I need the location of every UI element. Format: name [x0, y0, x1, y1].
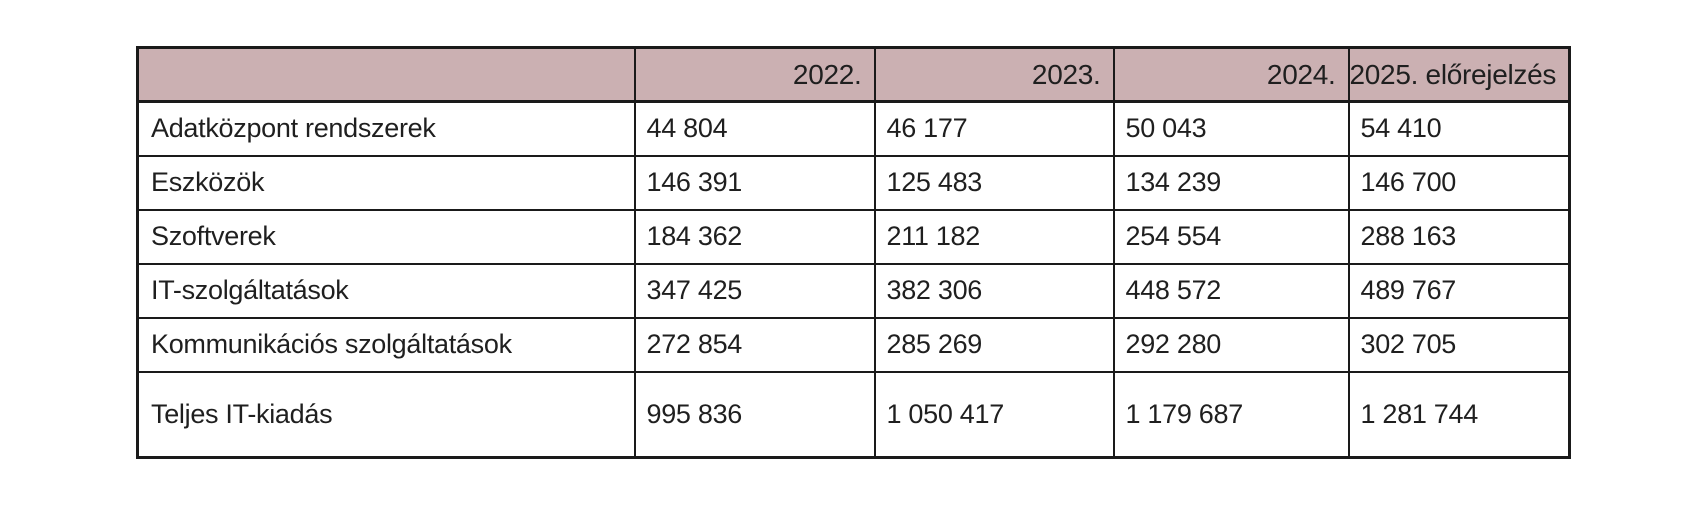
- value-cell: 285 269: [873, 316, 1115, 373]
- value-cell: 288 163: [1347, 208, 1571, 265]
- table-row: Adatközpont rendszerek 44 804 46 177 50 043…: [136, 100, 1571, 157]
- header-cell-2025-előrejelzés: 2025. előrejelzés: [1347, 46, 1571, 103]
- row-label: Kommunikációs szolgáltatások: [136, 316, 636, 373]
- value-cell: 272 854: [633, 316, 876, 373]
- value-cell: 448 572: [1112, 262, 1350, 319]
- value-cell: 489 767: [1347, 262, 1571, 319]
- value-cell: 44 804: [633, 100, 876, 157]
- table-row: IT-szolgáltatások 347 425 382 306 448 572 48…: [136, 262, 1571, 319]
- value-cell: 292 280: [1112, 316, 1350, 373]
- value-cell: 125 483: [873, 154, 1115, 211]
- header-corner-cell: [136, 46, 636, 103]
- value-cell: 211 182: [873, 208, 1115, 265]
- value-cell: 54 410: [1347, 100, 1571, 157]
- row-label: Adatközpont rendszerek: [136, 100, 636, 157]
- value-cell: 995 836: [633, 370, 876, 459]
- value-cell: 50 043: [1112, 100, 1350, 157]
- value-cell: 146 391: [633, 154, 876, 211]
- value-cell: 184 362: [633, 208, 876, 265]
- table-row: Szoftverek 184 362 211 182 254 554 288 163: [136, 208, 1571, 265]
- value-cell: 1 281 744: [1347, 370, 1571, 459]
- value-cell: 382 306: [873, 262, 1115, 319]
- it-spending-table: 2022. 2023. 2024. 2025. előrejelzés Adatköz…: [136, 46, 1572, 459]
- header-cell-2023: 2023.: [873, 46, 1115, 103]
- value-cell: 254 554: [1112, 208, 1350, 265]
- value-cell: 1 050 417: [873, 370, 1115, 459]
- header-row: 2022. 2023. 2024. 2025. előrejelzés: [136, 46, 1571, 103]
- value-cell: 302 705: [1347, 316, 1571, 373]
- value-cell: 1 179 687: [1112, 370, 1350, 459]
- row-label: Eszközök: [136, 154, 636, 211]
- row-label: IT-szolgáltatások: [136, 262, 636, 319]
- table-row: Eszközök 146 391 125 483 134 239 146 700: [136, 154, 1571, 211]
- row-label: Teljes IT-kiadás: [136, 370, 636, 459]
- table-row: Teljes IT-kiadás 995 836 1 050 417 1 179 68…: [136, 370, 1571, 459]
- value-cell: 146 700: [1347, 154, 1571, 211]
- row-label: Szoftverek: [136, 208, 636, 265]
- table-row: Kommunikációs szolgáltatások 272 854 285 2…: [136, 316, 1571, 373]
- value-cell: 46 177: [873, 100, 1115, 157]
- header-cell-2022: 2022.: [633, 46, 876, 103]
- value-cell: 134 239: [1112, 154, 1350, 211]
- value-cell: 347 425: [633, 262, 876, 319]
- header-cell-2024: 2024.: [1112, 46, 1350, 103]
